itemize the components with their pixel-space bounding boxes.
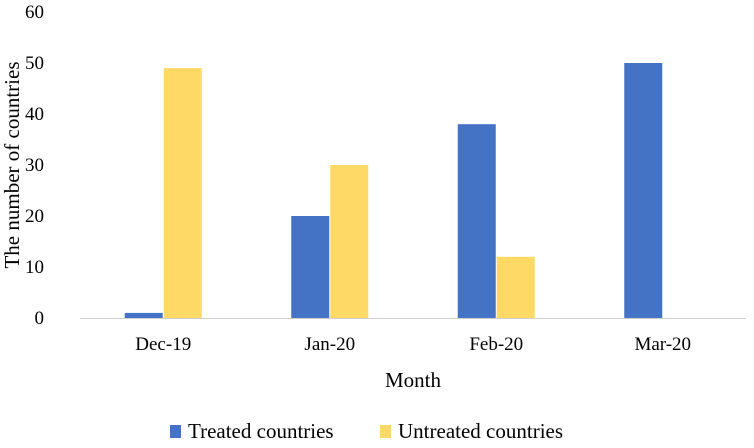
y-tick-label: 50	[25, 53, 44, 74]
y-tick-label: 20	[25, 206, 44, 227]
x-tick-label: Mar-20	[634, 334, 691, 355]
bar-untreated-dec-19	[163, 68, 202, 318]
y-tick-label: 60	[25, 2, 44, 23]
y-tick-label: 10	[25, 257, 44, 278]
y-axis-ticks: 0 10 20 30 40 50 60	[25, 2, 44, 329]
x-axis-ticks: Dec-19 Jan-20 Feb-20 Mar-20	[135, 334, 691, 355]
x-tick-label: Jan-20	[304, 334, 355, 355]
y-tick-label: 30	[25, 155, 44, 176]
bar-treated-dec-19	[124, 312, 163, 318]
bars	[124, 63, 663, 318]
bar-treated-jan-20	[291, 216, 330, 318]
legend: Treated countries Untreated countries	[170, 419, 563, 443]
bar-treated-feb-20	[457, 124, 496, 318]
x-tick-label: Dec-19	[135, 334, 191, 355]
bar-untreated-feb-20	[496, 256, 535, 318]
y-tick-label: 0	[35, 308, 45, 329]
legend-swatch-untreated	[380, 425, 391, 438]
legend-label-untreated: Untreated countries	[398, 419, 563, 443]
bar-untreated-jan-20	[330, 165, 369, 318]
y-axis-label: The number of countries	[0, 61, 24, 268]
y-tick-label: 40	[25, 104, 44, 125]
bar-treated-mar-20	[624, 63, 663, 318]
x-tick-label: Feb-20	[469, 334, 523, 355]
legend-label-treated: Treated countries	[188, 419, 334, 443]
x-axis-label: Month	[385, 368, 442, 392]
legend-swatch-treated	[170, 425, 181, 438]
